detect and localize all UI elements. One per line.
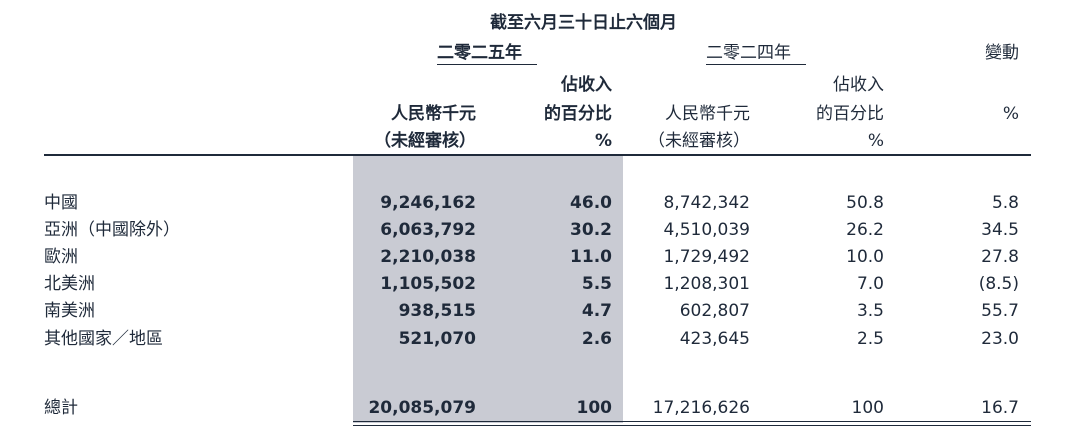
col-2024-pct-line2: 的百分比 xyxy=(816,104,884,124)
col-2025-pct-sign: % xyxy=(594,131,612,151)
period-heading: 截至六月三十日止六個月 xyxy=(490,13,677,33)
col-2024-pct-line1: 佔收入 xyxy=(833,75,884,95)
row-2024-pct: 26.2 xyxy=(846,220,884,240)
row-2025-pct: 11.0 xyxy=(570,247,612,267)
row-2024-value: 1,208,301 xyxy=(663,274,750,294)
row-2025-value: 2,210,038 xyxy=(380,247,476,267)
col-2025-rmb: 人民幣千元 xyxy=(391,104,476,124)
col-2025-pct-line1: 佔收入 xyxy=(561,75,612,95)
row-region: 南美洲 xyxy=(44,301,95,321)
change-heading: 變動 xyxy=(985,43,1019,63)
row-region: 亞洲（中國除外） xyxy=(44,220,180,240)
total-label: 總計 xyxy=(44,398,78,418)
row-2024-pct: 3.5 xyxy=(856,301,884,321)
row-2025-value: 521,070 xyxy=(398,329,476,349)
col-2024-unaudited: （未經審核） xyxy=(648,131,750,151)
year-2025-underline xyxy=(437,64,537,65)
row-2024-value: 4,510,039 xyxy=(663,220,750,240)
row-2024-value: 1,729,492 xyxy=(663,247,750,267)
row-region: 其他國家／地區 xyxy=(44,329,163,349)
row-2025-value: 1,105,502 xyxy=(380,274,476,294)
row-change: (8.5) xyxy=(978,274,1019,294)
total-2025-pct: 100 xyxy=(576,398,613,418)
total-2025-value: 20,085,079 xyxy=(368,398,476,418)
total-2024-pct: 100 xyxy=(851,398,884,418)
total-change: 16.7 xyxy=(981,398,1019,418)
row-change: 34.5 xyxy=(981,220,1019,240)
total-underline-top xyxy=(353,421,1031,422)
highlight-column-2025 xyxy=(353,155,623,423)
year-2024-heading: 二零二四年 xyxy=(706,43,791,63)
total-2024-value: 17,216,626 xyxy=(652,398,750,418)
row-region: 中國 xyxy=(44,193,78,213)
row-2025-pct: 5.5 xyxy=(581,274,612,294)
row-2024-pct: 10.0 xyxy=(846,247,884,267)
total-underline-bottom xyxy=(353,425,1031,426)
row-2025-pct: 46.0 xyxy=(570,193,612,213)
col-change-pct-sign: % xyxy=(1002,104,1019,124)
row-region: 北美洲 xyxy=(44,274,95,294)
row-2024-value: 8,742,342 xyxy=(663,193,750,213)
year-2025-heading: 二零二五年 xyxy=(437,43,522,63)
col-2025-unaudited: （未經審核） xyxy=(374,131,476,151)
row-2025-value: 9,246,162 xyxy=(380,193,476,213)
row-change: 5.8 xyxy=(991,193,1019,213)
row-change: 55.7 xyxy=(981,301,1019,321)
row-2025-value: 6,063,792 xyxy=(380,220,476,240)
row-2025-pct: 4.7 xyxy=(581,301,612,321)
year-2024-underline xyxy=(706,64,806,65)
row-2024-pct: 50.8 xyxy=(846,193,884,213)
row-2025-pct: 2.6 xyxy=(581,329,612,349)
row-2024-pct: 2.5 xyxy=(856,329,884,349)
header-rule xyxy=(44,154,1031,156)
col-2024-pct-sign: % xyxy=(867,131,884,151)
row-region: 歐洲 xyxy=(44,247,78,267)
row-2025-value: 938,515 xyxy=(398,301,476,321)
col-2024-rmb: 人民幣千元 xyxy=(665,104,750,124)
row-change: 23.0 xyxy=(981,329,1019,349)
row-2024-value: 602,807 xyxy=(679,301,750,321)
row-2024-value: 423,645 xyxy=(679,329,750,349)
row-2025-pct: 30.2 xyxy=(570,220,612,240)
row-2024-pct: 7.0 xyxy=(856,274,884,294)
col-2025-pct-line2: 的百分比 xyxy=(544,104,612,124)
row-change: 27.8 xyxy=(981,247,1019,267)
